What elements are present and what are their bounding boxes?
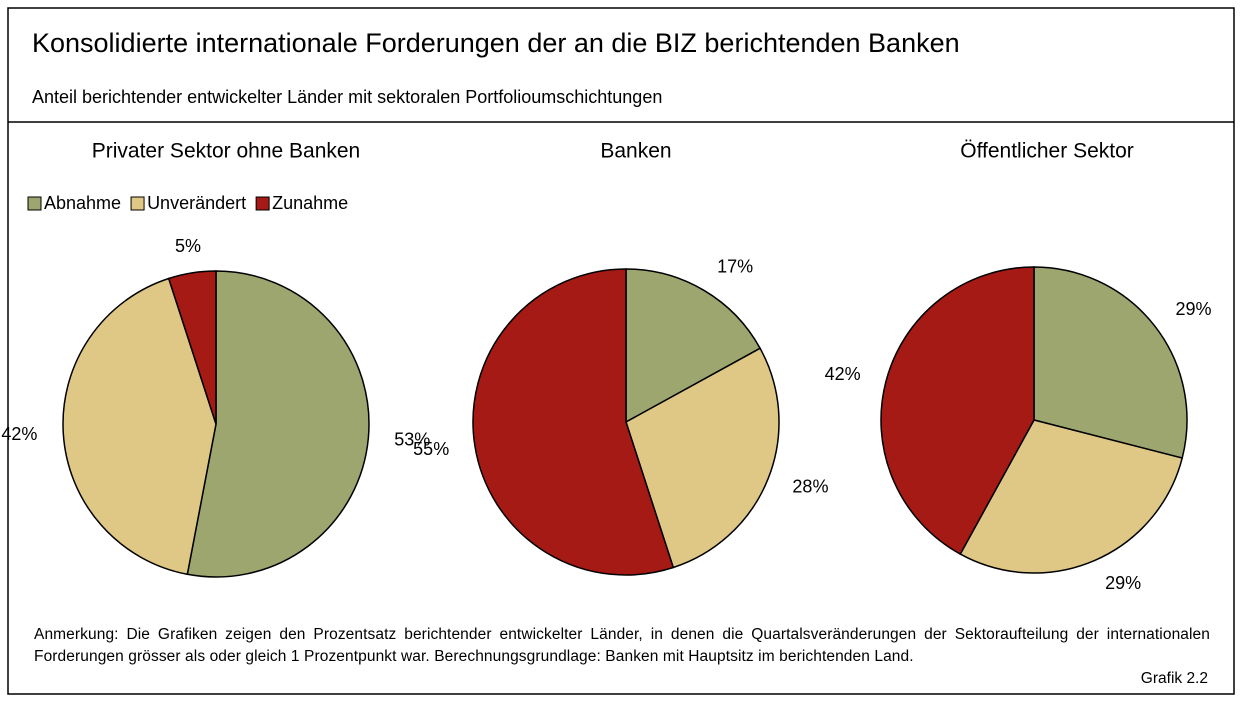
pie-slice [186,270,370,578]
legend-swatch [130,196,145,211]
legend-swatch [27,196,42,211]
pie-slice [880,266,1035,556]
pie-title: Öffentlicher Sektor [960,140,1134,163]
pie-slice [959,419,1184,574]
pie-slice [625,268,762,424]
data-label: 17% [717,257,753,277]
legend-swatch [255,196,270,211]
data-label: 28% [792,477,828,497]
note: Anmerkung: Die Grafiken zeigen den Proze… [34,626,1210,665]
data-label: 42% [1,424,37,444]
legend-label: Zunahme [272,193,348,213]
pie-slice [625,347,780,569]
data-label: 55% [413,439,449,459]
pie-title: Privater Sektor ohne Banken [92,140,361,163]
data-label: 29% [1105,573,1141,593]
data-label: 29% [1175,299,1211,319]
data-label: 5% [175,236,201,256]
pie-slice [62,277,217,576]
frame [7,7,1235,695]
pie-slice [167,270,217,425]
data-label: 42% [825,364,861,384]
data-label: 53% [394,430,430,450]
chart-title: Konsolidierte internationale Forderungen… [32,28,960,58]
chart-subtitle: Anteil berichtender entwickelter Länder … [32,87,662,107]
pie-slice [472,268,675,576]
pie-title: Banken [600,140,671,163]
figure-label: Grafik 2.2 [1140,670,1208,687]
legend-label: Unverändert [147,193,246,213]
legend-label: Abnahme [44,193,121,213]
pie-slice [1033,266,1188,459]
